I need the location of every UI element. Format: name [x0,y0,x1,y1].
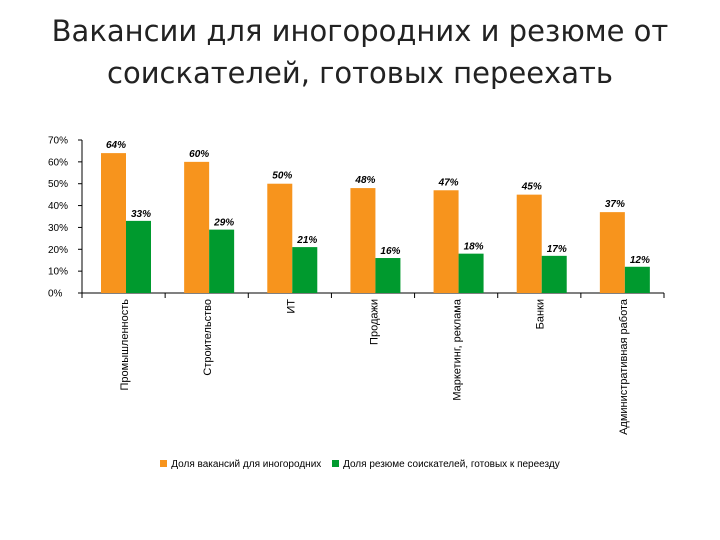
bar-resumes [624,266,650,293]
data-label: 16% [380,246,400,257]
bar-resumes [209,229,235,293]
data-label: 60% [189,149,209,160]
data-label: 50% [272,171,292,182]
bar-resumes [541,255,567,293]
data-label: 17% [547,244,567,255]
legend-swatch-resumes [332,460,340,467]
x-tick-label: Продажи [368,299,380,345]
chart-title: Вакансии для иногородних и резюме от сои… [0,10,720,94]
y-tick-label: 20% [48,245,68,256]
x-tick-label: Банки [535,299,547,329]
bar-vacancies [350,188,376,293]
legend-label-vacancies: Доля вакансий для иногородних [171,459,322,470]
bar-vacancies [516,194,542,293]
x-tick-label: Маркетинг, реклама [452,298,464,401]
x-tick-label: Промышленность [119,299,131,391]
bar-vacancies [267,183,293,293]
data-label: 45% [521,182,542,193]
y-tick-label: 70% [48,136,68,147]
legend-item-resumes: Доля резюме соискателей, готовых к перее… [332,459,560,470]
y-tick-label: 30% [48,223,68,234]
y-tick-label: 10% [48,267,68,278]
bar-resumes [126,220,151,293]
data-label: 48% [354,175,375,186]
data-label: 37% [605,199,625,210]
bar-vacancies [101,153,126,293]
x-tick-label: Строительство [202,299,214,376]
chart-title-line-1: Вакансии для иногородних и резюме от [51,14,669,48]
bar-resumes [292,247,318,293]
legend-label-resumes: Доля резюме соискателей, готовых к перее… [343,459,560,470]
y-tick-label: 0% [48,289,63,300]
data-label: 12% [630,255,650,266]
data-label: 33% [131,209,151,220]
x-tick-label: ИТ [285,299,297,314]
y-tick-label: 50% [48,179,68,190]
bar-resumes [458,253,484,293]
y-tick-label: 40% [48,201,68,212]
chart-title-line-2: соискателей, готовых переехать [107,56,613,90]
data-label: 21% [296,235,317,246]
legend: Доля вакансий для иногородних Доля резюм… [0,459,720,470]
data-label: 18% [464,242,484,253]
legend-item-vacancies: Доля вакансий для иногородних [160,459,321,470]
x-tick-label: Административная работа [618,298,630,435]
y-tick-label: 60% [48,157,68,168]
data-label: 47% [438,177,459,188]
bar-vacancies [599,212,625,293]
bar-vacancies [433,190,459,293]
bar-vacancies [184,161,210,293]
data-label: 64% [106,140,126,151]
legend-swatch-vacancies [160,460,168,467]
bar-resumes [375,258,401,293]
data-label: 29% [213,218,234,229]
